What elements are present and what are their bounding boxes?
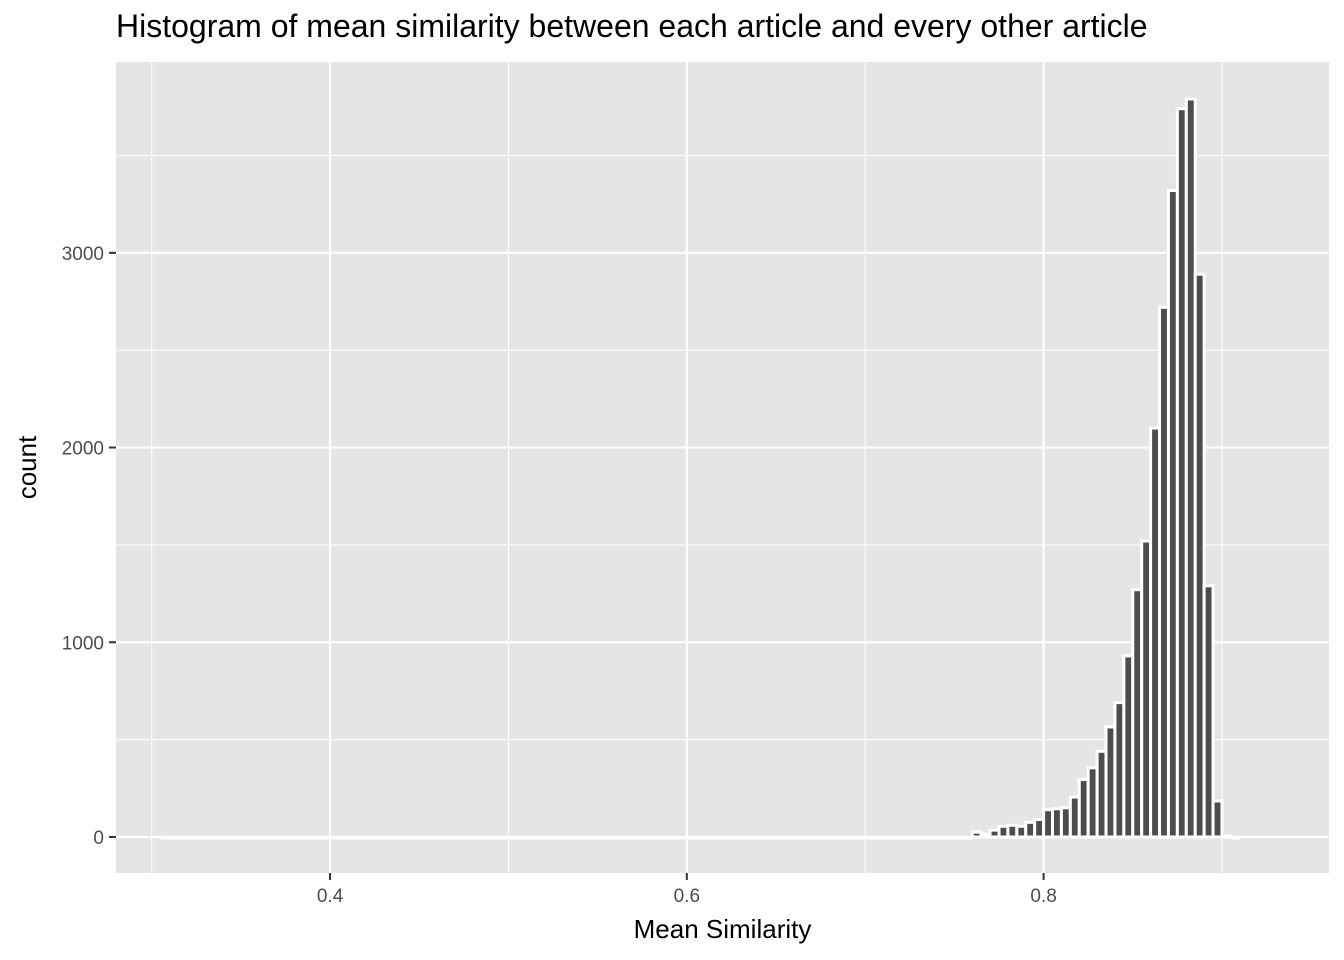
histogram-bar <box>1202 584 1215 839</box>
x-axis: 0.4 0.6 0.8 <box>317 873 1057 907</box>
histogram-bar <box>1220 834 1233 839</box>
y-tick-label: 3000 <box>62 244 104 265</box>
x-tick-label: 0.4 <box>317 886 344 907</box>
x-tick-label: 0.8 <box>1030 886 1056 907</box>
y-tick-label: 2000 <box>62 439 104 460</box>
histogram-bar <box>1211 799 1224 839</box>
x-tick-label: 0.6 <box>674 886 700 907</box>
histogram-bar <box>1193 272 1206 839</box>
histogram-bars <box>970 97 1233 839</box>
chart-title: Histogram of mean similarity between eac… <box>116 8 1148 44</box>
y-tick-label: 0 <box>93 828 104 849</box>
y-axis: 0 1000 2000 3000 <box>62 244 116 849</box>
y-axis-title: count <box>12 435 42 499</box>
y-tick-label: 1000 <box>62 633 104 654</box>
x-axis-title: Mean Similarity <box>634 914 812 944</box>
